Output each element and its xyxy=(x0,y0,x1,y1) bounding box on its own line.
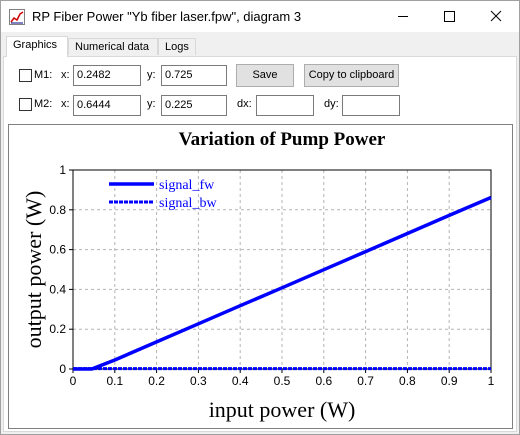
dx-label: dx: xyxy=(237,98,252,110)
m1-checkbox[interactable] xyxy=(19,69,32,82)
m2-x-label: x: xyxy=(61,98,70,110)
y-tick-label: 0.8 xyxy=(49,203,66,217)
x-tick-label: 0 xyxy=(70,374,77,388)
maximize-icon xyxy=(444,11,455,22)
save-button[interactable]: Save xyxy=(236,64,294,87)
legend-label: signal_fw xyxy=(159,178,215,193)
app-icon xyxy=(9,9,25,25)
dy-field[interactable] xyxy=(342,95,400,116)
minimize-icon xyxy=(398,16,408,17)
series-line-signal-fw xyxy=(73,195,492,371)
y-tick-label: 0.2 xyxy=(49,322,66,336)
x-tick-label: 0.8 xyxy=(399,374,416,388)
legend-label: signal_bw xyxy=(159,196,217,211)
m2-checkbox[interactable] xyxy=(19,98,32,111)
m2-y-label: y: xyxy=(147,98,156,110)
dx-field[interactable] xyxy=(256,95,314,116)
tab-logs[interactable]: Logs xyxy=(158,38,196,55)
dy-label: dy: xyxy=(324,98,339,110)
x-tick-label: 0.1 xyxy=(106,374,123,388)
y-tick-label: 0 xyxy=(59,362,66,376)
y-tick-label: 0.6 xyxy=(49,243,66,257)
copy-to-clipboard-button[interactable]: Copy to clipboard xyxy=(304,64,399,87)
x-tick-label: 0.4 xyxy=(232,374,249,388)
pump-power-chart: Variation of Pump Power 0 0.1 0.2 0.3 0.4 0.5 0… xyxy=(21,129,495,422)
m2-x-field[interactable]: 0.6444 xyxy=(73,95,141,116)
close-icon xyxy=(490,10,502,22)
x-axis-label: input power (W) xyxy=(209,397,356,422)
x-tick-label: 0.9 xyxy=(441,374,458,388)
y-tick-label: 0.4 xyxy=(49,282,66,296)
y-tick-label: 1 xyxy=(59,163,66,177)
tab-numerical-data[interactable]: Numerical data xyxy=(68,38,158,55)
x-tick-label: 0.7 xyxy=(357,374,374,388)
close-button[interactable] xyxy=(473,1,519,32)
chart-title: Variation of Pump Power xyxy=(179,129,386,150)
x-tick-label: 0.5 xyxy=(274,374,291,388)
title-bar[interactable]: RP Fiber Power "Yb fiber laser.fpw", dia… xyxy=(1,1,519,32)
minimize-button[interactable] xyxy=(380,1,426,32)
m2-label: M2: xyxy=(34,98,53,110)
x-tick-label: 0.6 xyxy=(315,374,332,388)
plot-area[interactable]: Variation of Pump Power 0 0.1 0.2 0.3 0.4 0.5 0… xyxy=(8,124,513,429)
tab-strip: Graphics Numerical data Logs xyxy=(1,33,519,57)
tab-graphics[interactable]: Graphics xyxy=(6,36,68,57)
maximize-button[interactable] xyxy=(426,1,472,32)
m1-x-label: x: xyxy=(61,69,70,81)
m1-y-field[interactable]: 0.725 xyxy=(161,65,227,86)
x-tick-label: 0.2 xyxy=(148,374,165,388)
m1-y-label: y: xyxy=(147,69,156,81)
m1-x-field[interactable]: 0.2482 xyxy=(73,65,141,86)
window-title: RP Fiber Power "Yb fiber laser.fpw", dia… xyxy=(32,9,302,24)
y-axis-label: output power (W) xyxy=(21,191,46,349)
x-tick-label: 0.3 xyxy=(190,374,207,388)
x-tick-label: 1 xyxy=(488,374,495,388)
m1-label: M1: xyxy=(34,69,53,81)
m2-y-field[interactable]: 0.225 xyxy=(161,95,227,116)
